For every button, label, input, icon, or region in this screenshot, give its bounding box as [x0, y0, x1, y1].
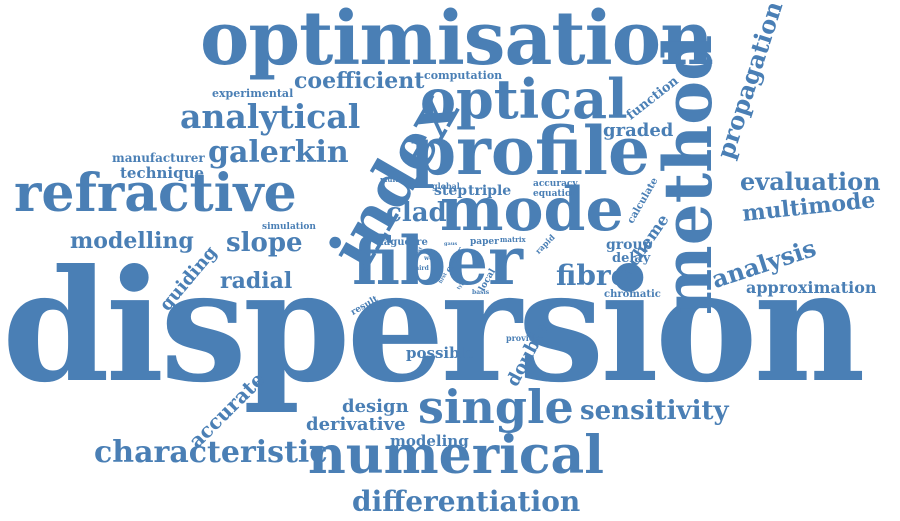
- word-group: group: [606, 237, 653, 253]
- word-chromatic: chromatic: [604, 289, 661, 300]
- word-step: step: [434, 183, 468, 199]
- word-refractive: refractive: [14, 163, 297, 224]
- word-fibre: fibre: [556, 259, 629, 292]
- word-optical: optical: [420, 67, 628, 131]
- word-third: third: [412, 265, 429, 272]
- word-multiple: multiple: [380, 175, 414, 184]
- word-modeling: modeling: [390, 432, 469, 450]
- word-characteristic: characteristic: [94, 435, 328, 470]
- word-radial: radial: [220, 268, 293, 294]
- word-simulation: simulation: [262, 222, 316, 232]
- word-work: work: [424, 255, 441, 262]
- word-differentiation: differentiation: [352, 485, 581, 518]
- word-triple: triple: [468, 183, 512, 199]
- word-basis: basis: [472, 289, 490, 296]
- word-design: design: [342, 396, 409, 417]
- word-modelling: modelling: [70, 228, 194, 254]
- word-coefficient: coefficient: [294, 68, 425, 94]
- word-slope: slope: [226, 228, 303, 258]
- word-computation: computation: [424, 69, 503, 82]
- word-paper: paper: [470, 237, 499, 247]
- word-global: global: [432, 181, 460, 191]
- word-equation: equation: [533, 189, 578, 199]
- word-provide: provide: [506, 333, 540, 343]
- word-graded: graded: [603, 120, 674, 141]
- word-evaluation: evaluation: [740, 167, 881, 196]
- word-possible: possible: [406, 344, 475, 362]
- word-fiber: fiber: [352, 222, 523, 300]
- word-manufacturer: manufacturer: [112, 151, 205, 165]
- word-galerkin: galerkin: [208, 135, 349, 170]
- word-matrix: matrix: [500, 235, 526, 244]
- word-laguerre: laguerre: [380, 237, 428, 248]
- word-approximation: approximation: [746, 278, 877, 297]
- word-gaus: gaus: [444, 241, 458, 247]
- word-derivative: derivative: [306, 414, 406, 435]
- word-single: single: [418, 380, 574, 434]
- word-mode: mode: [440, 175, 624, 245]
- word-sensitivity: sensitivity: [580, 396, 729, 426]
- word-technique: technique: [120, 164, 205, 182]
- word-profile: profile: [410, 112, 650, 190]
- word-accuracy: accuracy: [533, 179, 578, 189]
- word-optimisation: optimisation: [200, 0, 714, 82]
- word-clad: clad: [386, 198, 447, 228]
- word-dispersion: dispersion: [2, 236, 866, 417]
- word-analytical: analytical: [180, 97, 361, 136]
- word-experimental: experimental: [212, 87, 294, 100]
- word-delay: delay: [612, 251, 651, 266]
- word-numerical: numerical: [308, 425, 604, 486]
